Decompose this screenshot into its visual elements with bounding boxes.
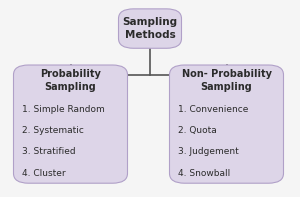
Text: 2. Systematic: 2. Systematic xyxy=(22,126,84,135)
Text: Probability
Sampling: Probability Sampling xyxy=(40,69,101,92)
Text: 2. Quota: 2. Quota xyxy=(178,126,217,135)
Text: 4. Cluster: 4. Cluster xyxy=(22,169,66,178)
Text: Non- Probability
Sampling: Non- Probability Sampling xyxy=(182,69,272,92)
Text: 3. Stratified: 3. Stratified xyxy=(22,147,76,156)
Text: 1. Simple Random: 1. Simple Random xyxy=(22,105,105,114)
FancyBboxPatch shape xyxy=(14,65,128,183)
FancyBboxPatch shape xyxy=(118,9,182,48)
FancyBboxPatch shape xyxy=(169,65,284,183)
Text: 1. Convenience: 1. Convenience xyxy=(178,105,249,114)
Text: 4. Snowball: 4. Snowball xyxy=(178,169,231,178)
Text: 3. Judgement: 3. Judgement xyxy=(178,147,239,156)
Text: Sampling
Methods: Sampling Methods xyxy=(122,17,178,40)
